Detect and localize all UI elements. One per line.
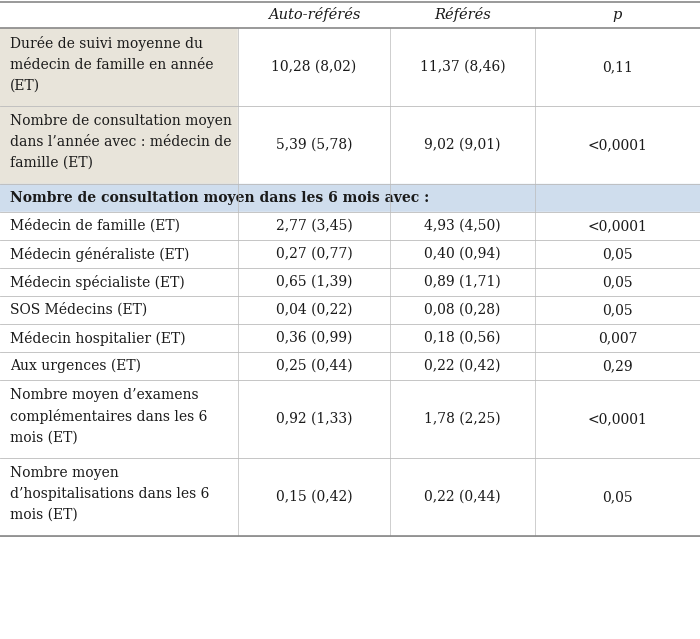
Text: Auto-référés: Auto-référés bbox=[268, 8, 360, 22]
Bar bbox=[390, 28, 535, 106]
Bar bbox=[390, 212, 535, 240]
Text: 2,77 (3,45): 2,77 (3,45) bbox=[276, 219, 352, 233]
Bar bbox=[390, 458, 535, 536]
Bar bbox=[0, 184, 238, 212]
Text: 0,22 (0,44): 0,22 (0,44) bbox=[424, 490, 500, 504]
Bar bbox=[238, 184, 390, 212]
Text: Médecin généraliste (ET): Médecin généraliste (ET) bbox=[10, 247, 190, 261]
Bar bbox=[238, 296, 390, 324]
Text: <0,0001: <0,0001 bbox=[587, 138, 648, 152]
Text: 0,25 (0,44): 0,25 (0,44) bbox=[276, 359, 352, 373]
Bar bbox=[0, 240, 238, 268]
Bar bbox=[390, 352, 535, 380]
Text: 1,78 (2,25): 1,78 (2,25) bbox=[424, 412, 500, 426]
Bar bbox=[0, 380, 238, 458]
Text: 0,27 (0,77): 0,27 (0,77) bbox=[276, 247, 352, 261]
Text: Nombre de consultation moyen dans les 6 mois avec :: Nombre de consultation moyen dans les 6 … bbox=[10, 191, 429, 205]
Bar bbox=[535, 352, 700, 380]
Text: 0,11: 0,11 bbox=[602, 60, 633, 74]
Bar bbox=[390, 380, 535, 458]
Text: 0,05: 0,05 bbox=[602, 275, 633, 289]
Text: Nombre de consultation moyen
dans l’année avec : médecin de
famille (ET): Nombre de consultation moyen dans l’anné… bbox=[10, 114, 232, 169]
Text: 11,37 (8,46): 11,37 (8,46) bbox=[420, 60, 505, 74]
Bar bbox=[390, 324, 535, 352]
Text: 0,92 (1,33): 0,92 (1,33) bbox=[276, 412, 352, 426]
Bar bbox=[535, 458, 700, 536]
Bar bbox=[390, 106, 535, 184]
Text: 0,007: 0,007 bbox=[598, 331, 637, 345]
Text: 0,04 (0,22): 0,04 (0,22) bbox=[276, 303, 352, 317]
Bar bbox=[0, 324, 238, 352]
Text: Nombre moyen d’examens
complémentaires dans les 6
mois (ET): Nombre moyen d’examens complémentaires d… bbox=[10, 388, 207, 445]
Bar bbox=[0, 28, 238, 106]
Bar bbox=[390, 240, 535, 268]
Bar bbox=[535, 296, 700, 324]
Text: 0,36 (0,99): 0,36 (0,99) bbox=[276, 331, 352, 345]
Bar bbox=[535, 106, 700, 184]
Bar bbox=[535, 268, 700, 296]
Text: 0,08 (0,28): 0,08 (0,28) bbox=[424, 303, 500, 317]
Text: SOS Médecins (ET): SOS Médecins (ET) bbox=[10, 303, 147, 317]
Text: 0,15 (0,42): 0,15 (0,42) bbox=[276, 490, 352, 504]
Text: 0,65 (1,39): 0,65 (1,39) bbox=[276, 275, 352, 289]
Text: 0,18 (0,56): 0,18 (0,56) bbox=[424, 331, 500, 345]
Bar bbox=[535, 212, 700, 240]
Text: Médecin hospitalier (ET): Médecin hospitalier (ET) bbox=[10, 330, 186, 346]
Text: <0,0001: <0,0001 bbox=[587, 412, 648, 426]
Text: 0,05: 0,05 bbox=[602, 303, 633, 317]
Bar bbox=[238, 212, 390, 240]
Text: p: p bbox=[612, 8, 622, 22]
Text: 0,22 (0,42): 0,22 (0,42) bbox=[424, 359, 500, 373]
Bar bbox=[535, 240, 700, 268]
Bar bbox=[238, 268, 390, 296]
Text: 4,93 (4,50): 4,93 (4,50) bbox=[424, 219, 500, 233]
Text: 0,40 (0,94): 0,40 (0,94) bbox=[424, 247, 500, 261]
Bar bbox=[0, 106, 238, 184]
Bar bbox=[0, 268, 238, 296]
Text: Médecin de famille (ET): Médecin de famille (ET) bbox=[10, 219, 180, 233]
Text: 9,02 (9,01): 9,02 (9,01) bbox=[424, 138, 500, 152]
Bar bbox=[238, 352, 390, 380]
Text: 10,28 (8,02): 10,28 (8,02) bbox=[272, 60, 356, 74]
Text: <0,0001: <0,0001 bbox=[587, 219, 648, 233]
Bar bbox=[535, 28, 700, 106]
Bar bbox=[535, 184, 700, 212]
Bar bbox=[238, 28, 390, 106]
Text: Référés: Référés bbox=[434, 8, 491, 22]
Bar bbox=[238, 380, 390, 458]
Text: 0,29: 0,29 bbox=[602, 359, 633, 373]
Bar bbox=[238, 458, 390, 536]
Bar bbox=[0, 352, 238, 380]
Bar bbox=[390, 268, 535, 296]
Text: Nombre moyen
d’hospitalisations dans les 6
mois (ET): Nombre moyen d’hospitalisations dans les… bbox=[10, 466, 209, 521]
Bar bbox=[0, 458, 238, 536]
Text: 5,39 (5,78): 5,39 (5,78) bbox=[276, 138, 352, 152]
Bar bbox=[0, 2, 700, 28]
Bar bbox=[535, 380, 700, 458]
Bar bbox=[238, 324, 390, 352]
Bar bbox=[535, 324, 700, 352]
Text: 0,89 (1,71): 0,89 (1,71) bbox=[424, 275, 501, 289]
Bar bbox=[238, 106, 390, 184]
Text: Aux urgences (ET): Aux urgences (ET) bbox=[10, 359, 141, 373]
Text: Durée de suivi moyenne du
médecin de famille en année
(ET): Durée de suivi moyenne du médecin de fam… bbox=[10, 36, 214, 92]
Bar bbox=[390, 184, 535, 212]
Bar bbox=[390, 296, 535, 324]
Bar bbox=[0, 296, 238, 324]
Text: 0,05: 0,05 bbox=[602, 247, 633, 261]
Bar bbox=[0, 212, 238, 240]
Text: Médecin spécialiste (ET): Médecin spécialiste (ET) bbox=[10, 275, 185, 289]
Text: 0,05: 0,05 bbox=[602, 490, 633, 504]
Bar bbox=[238, 240, 390, 268]
